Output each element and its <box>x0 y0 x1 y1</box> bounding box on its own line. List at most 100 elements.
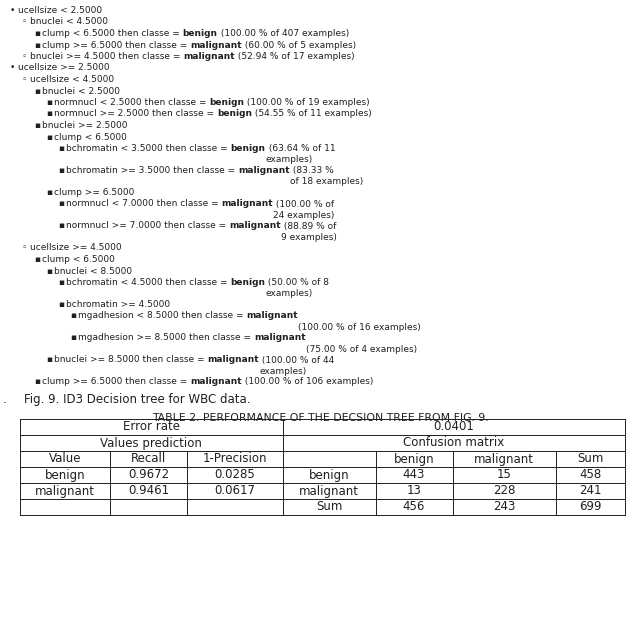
Text: 15: 15 <box>497 469 512 481</box>
Text: 0.0401: 0.0401 <box>433 421 474 434</box>
Text: Sum: Sum <box>316 501 342 514</box>
Text: 0.0617: 0.0617 <box>214 484 255 498</box>
Text: 9 examples): 9 examples) <box>280 233 337 242</box>
Text: (83.33 %: (83.33 % <box>290 166 333 175</box>
Text: malignant: malignant <box>299 484 359 498</box>
Text: 0.9672: 0.9672 <box>128 469 169 481</box>
Text: (88.89 % of: (88.89 % of <box>280 221 336 231</box>
Text: (100.00 % of 19 examples): (100.00 % of 19 examples) <box>244 98 370 107</box>
Text: 1-Precision: 1-Precision <box>203 452 267 466</box>
Text: ▪: ▪ <box>34 41 40 49</box>
Text: 0.0285: 0.0285 <box>214 469 255 481</box>
Text: 0.9461: 0.9461 <box>128 484 169 498</box>
Text: (100.00 % of 407 examples): (100.00 % of 407 examples) <box>218 29 349 38</box>
Text: (50.00 % of 8: (50.00 % of 8 <box>266 278 330 287</box>
Text: TABLE 2. PERFORMANCE OF THE DECSION TREE FROM FIG. 9.: TABLE 2. PERFORMANCE OF THE DECSION TREE… <box>152 413 488 423</box>
Text: normnucl >= 7.0000 then classe =: normnucl >= 7.0000 then classe = <box>66 221 229 231</box>
Text: Value: Value <box>49 452 81 466</box>
Text: malignant: malignant <box>254 334 305 342</box>
Text: examples): examples) <box>266 289 312 299</box>
Text: malignant: malignant <box>221 199 273 209</box>
Text: clump >= 6.5000 then classe =: clump >= 6.5000 then classe = <box>42 41 190 49</box>
Text: ▪: ▪ <box>46 109 52 119</box>
Text: 458: 458 <box>579 469 602 481</box>
Text: ▪: ▪ <box>34 29 40 38</box>
Text: (63.64 % of 11: (63.64 % of 11 <box>266 144 335 153</box>
Text: ◦: ◦ <box>22 18 28 26</box>
Text: (100.00 % of 16 examples): (100.00 % of 16 examples) <box>298 323 420 332</box>
Text: 24 examples): 24 examples) <box>273 211 335 220</box>
Text: ▪: ▪ <box>70 334 76 342</box>
Text: normnucl >= 2.5000 then classe =: normnucl >= 2.5000 then classe = <box>54 109 217 119</box>
Text: ▪: ▪ <box>34 378 40 386</box>
Text: malignant: malignant <box>474 452 534 466</box>
Text: ucellsize >= 2.5000: ucellsize >= 2.5000 <box>18 64 109 72</box>
Text: (60.00 % of 5 examples): (60.00 % of 5 examples) <box>242 41 356 49</box>
Text: malignant: malignant <box>190 378 242 386</box>
Text: 228: 228 <box>493 484 515 498</box>
Text: ▪: ▪ <box>46 132 52 141</box>
Text: 443: 443 <box>403 469 425 481</box>
Text: ◦: ◦ <box>22 75 28 84</box>
Text: bnuclei < 8.5000: bnuclei < 8.5000 <box>54 266 132 276</box>
Text: ▪: ▪ <box>34 86 40 96</box>
Text: benign: benign <box>230 144 266 153</box>
Text: ▪: ▪ <box>58 199 64 209</box>
Text: (75.00 % of 4 examples): (75.00 % of 4 examples) <box>305 345 417 354</box>
Text: malignant: malignant <box>246 311 298 321</box>
Text: clump < 6.5000: clump < 6.5000 <box>42 255 115 264</box>
Text: benign: benign <box>217 109 252 119</box>
Text: malignant: malignant <box>238 166 290 175</box>
Text: Values prediction: Values prediction <box>100 436 202 449</box>
Text: ucellsize < 4.5000: ucellsize < 4.5000 <box>30 75 114 84</box>
Text: ▪: ▪ <box>58 221 64 231</box>
Text: bchromatin >= 3.5000 then classe =: bchromatin >= 3.5000 then classe = <box>66 166 238 175</box>
Text: (100.00 % of 44: (100.00 % of 44 <box>259 356 334 364</box>
Text: bchromatin < 4.5000 then classe =: bchromatin < 4.5000 then classe = <box>66 278 230 287</box>
Text: benign: benign <box>394 452 435 466</box>
Text: ▪: ▪ <box>58 300 64 309</box>
Text: •: • <box>10 64 15 72</box>
Text: Error rate: Error rate <box>123 421 180 434</box>
Text: ▪: ▪ <box>46 356 52 364</box>
Text: (54.55 % of 11 examples): (54.55 % of 11 examples) <box>252 109 372 119</box>
Text: clump < 6.5000: clump < 6.5000 <box>54 132 127 141</box>
Text: 456: 456 <box>403 501 425 514</box>
Text: ▪: ▪ <box>58 166 64 175</box>
Text: ucellsize >= 4.5000: ucellsize >= 4.5000 <box>30 244 122 252</box>
Text: mgadhesion >= 8.5000 then classe =: mgadhesion >= 8.5000 then classe = <box>78 334 254 342</box>
Text: malignant: malignant <box>190 41 242 49</box>
Text: ▪: ▪ <box>70 311 76 321</box>
Text: ▪: ▪ <box>34 121 40 130</box>
Text: ◦: ◦ <box>22 52 28 61</box>
Text: benign: benign <box>309 469 349 481</box>
Text: (100.00 % of: (100.00 % of <box>273 199 334 209</box>
Text: clump >= 6.5000: clump >= 6.5000 <box>54 188 134 197</box>
Text: mgadhesion < 8.5000 then classe =: mgadhesion < 8.5000 then classe = <box>78 311 246 321</box>
Text: 241: 241 <box>579 484 602 498</box>
Text: (52.94 % of 17 examples): (52.94 % of 17 examples) <box>235 52 355 61</box>
Text: bnuclei >= 8.5000 then classe =: bnuclei >= 8.5000 then classe = <box>54 356 207 364</box>
Text: examples): examples) <box>259 367 307 376</box>
Text: malignant: malignant <box>207 356 259 364</box>
Text: ucellsize < 2.5000: ucellsize < 2.5000 <box>18 6 102 15</box>
Text: malignant: malignant <box>229 221 280 231</box>
Text: benign: benign <box>230 278 266 287</box>
Text: bnuclei >= 2.5000: bnuclei >= 2.5000 <box>42 121 127 130</box>
Text: ▪: ▪ <box>46 188 52 197</box>
Text: examples): examples) <box>266 156 313 164</box>
Text: .: . <box>3 393 7 406</box>
Text: ▪: ▪ <box>46 98 52 107</box>
Text: ◦: ◦ <box>22 244 28 252</box>
Text: (100.00 % of 106 examples): (100.00 % of 106 examples) <box>242 378 373 386</box>
Text: of 18 examples): of 18 examples) <box>290 177 363 186</box>
Text: clump < 6.5000 then classe =: clump < 6.5000 then classe = <box>42 29 182 38</box>
Text: Sum: Sum <box>577 452 604 466</box>
Text: •: • <box>10 6 15 15</box>
Text: ▪: ▪ <box>46 266 52 276</box>
Text: 13: 13 <box>406 484 422 498</box>
Text: Confusion matrix: Confusion matrix <box>403 436 504 449</box>
Text: benign: benign <box>45 469 85 481</box>
Text: benign: benign <box>182 29 218 38</box>
Text: ▪: ▪ <box>34 255 40 264</box>
